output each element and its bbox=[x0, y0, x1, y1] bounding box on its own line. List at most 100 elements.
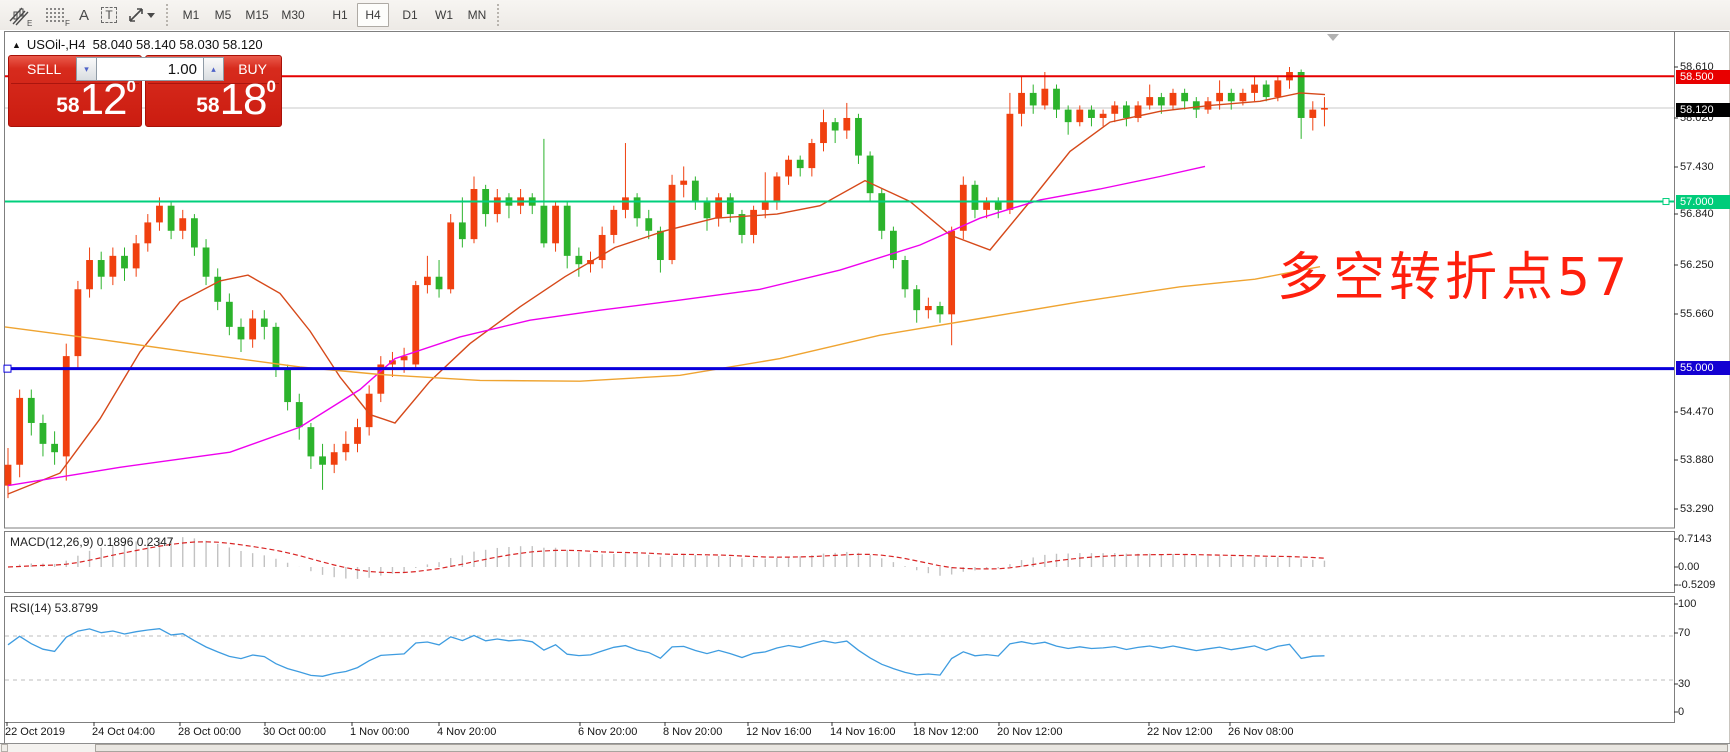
candle-down bbox=[260, 318, 268, 327]
candle-down bbox=[97, 260, 105, 277]
candle-up bbox=[424, 276, 431, 286]
candle-up bbox=[179, 218, 187, 231]
text-label-icon[interactable]: A bbox=[72, 3, 96, 27]
candle-up bbox=[400, 356, 408, 361]
buy-label: BUY bbox=[238, 61, 267, 77]
ma-fast-red bbox=[7, 92, 1326, 495]
candle-down bbox=[167, 205, 175, 231]
candle-up bbox=[1111, 105, 1119, 114]
candle-down bbox=[1227, 92, 1235, 102]
candle-up bbox=[1216, 92, 1223, 102]
timeframe-button-m5[interactable]: M5 bbox=[214, 8, 232, 22]
candle-up bbox=[761, 201, 769, 210]
candle-up bbox=[354, 427, 361, 444]
candle-down bbox=[1192, 101, 1200, 110]
candle-up bbox=[1006, 113, 1014, 210]
candle-down bbox=[1297, 72, 1305, 118]
price-axis-label: 57.430 bbox=[1680, 161, 1714, 173]
toolbar: E F A T M1 M5 M15 M30 H1 H4 D1 W1 MN bbox=[0, 0, 1730, 30]
time-axis-label: 1 Nov 00:00 bbox=[350, 726, 410, 738]
volume-increase-button[interactable]: ▴ bbox=[203, 57, 224, 81]
candle-up bbox=[365, 393, 373, 428]
candle-down bbox=[1029, 92, 1037, 106]
candle-down bbox=[319, 456, 326, 465]
text-box-glyph: T bbox=[101, 7, 117, 23]
candle-up bbox=[144, 222, 152, 244]
timeframe-button-m30[interactable]: M30 bbox=[281, 8, 305, 22]
chart-shift-marker-icon[interactable] bbox=[1327, 34, 1339, 41]
candle-down bbox=[831, 122, 839, 131]
candle-down bbox=[913, 289, 921, 311]
candle-down bbox=[1181, 92, 1189, 102]
candle-down bbox=[458, 222, 466, 240]
candle-down bbox=[1064, 109, 1072, 123]
candle-down bbox=[855, 117, 862, 156]
candle-up bbox=[680, 180, 688, 185]
scrollbar-left-grip[interactable] bbox=[1, 744, 8, 752]
candle-down bbox=[703, 201, 711, 219]
rsi-panel[interactable] bbox=[4, 596, 1675, 723]
time-axis-label: 8 Nov 20:00 bbox=[663, 726, 723, 738]
timeframe-button-h1[interactable]: H1 bbox=[332, 8, 348, 22]
ohlc-summary: 58.040 58.140 58.030 58.120 bbox=[92, 37, 263, 52]
candle-up bbox=[1146, 97, 1154, 106]
candle-up bbox=[924, 305, 932, 311]
candle-up bbox=[715, 197, 723, 219]
candle-up bbox=[610, 209, 618, 235]
price-badge-58.500: 58.500 bbox=[1676, 70, 1730, 84]
candle-down bbox=[575, 255, 583, 265]
macd-panel[interactable] bbox=[4, 531, 1675, 593]
candle-down bbox=[878, 193, 886, 231]
timeframe-button-w1[interactable]: W1 bbox=[435, 8, 453, 22]
candle-up bbox=[16, 397, 24, 465]
time-axis-label: 24 Oct 04:00 bbox=[92, 726, 155, 738]
candle-up bbox=[156, 205, 163, 223]
fibonacci-icon[interactable]: F bbox=[44, 3, 74, 27]
price-badge-55.000: 55.000 bbox=[1676, 361, 1730, 375]
macd-axis-label: 0.7143 bbox=[1678, 533, 1712, 545]
toolbar-separator-2 bbox=[497, 4, 499, 26]
timeframe-button-d1[interactable]: D1 bbox=[402, 8, 418, 22]
timeframe-button-m15[interactable]: M15 bbox=[245, 8, 269, 22]
time-axis-label: 22 Nov 12:00 bbox=[1147, 726, 1213, 738]
candle-down bbox=[1053, 88, 1060, 110]
volume-decrease-button[interactable]: ▾ bbox=[76, 57, 97, 81]
timeframe-button-m1[interactable]: M1 bbox=[182, 8, 200, 22]
sell-divider bbox=[11, 83, 139, 84]
candle-down bbox=[691, 180, 699, 202]
candle-up bbox=[109, 255, 117, 277]
macd-label: MACD(12,26,9) 0.1896 0.2347 bbox=[10, 535, 174, 549]
timeframe-button-h4[interactable]: H4 bbox=[357, 3, 389, 27]
sell-price-big: 12 bbox=[79, 75, 128, 124]
oneclick-toggle-icon[interactable]: ▲ bbox=[12, 40, 21, 50]
ma-mid-magenta bbox=[7, 165, 1206, 487]
candle-up bbox=[983, 201, 990, 210]
candle-down bbox=[1123, 105, 1130, 118]
candle-up bbox=[1274, 80, 1282, 98]
volume-input[interactable] bbox=[97, 57, 203, 81]
one-click-trading-panel: SELL 58120 BUY 58180 ▾ ▴ bbox=[8, 55, 282, 127]
candle-down bbox=[645, 218, 653, 231]
candle-up bbox=[1076, 109, 1084, 123]
text-box-icon[interactable]: T bbox=[96, 3, 122, 27]
scrollbar-thumb[interactable] bbox=[95, 744, 1728, 752]
candle-down bbox=[295, 402, 303, 428]
rsi-axis-label: 100 bbox=[1678, 598, 1697, 610]
timeframe-button-mn[interactable]: MN bbox=[467, 8, 487, 22]
level-anchor-55[interactable] bbox=[3, 364, 12, 373]
rsi-axis-label: 0 bbox=[1678, 706, 1685, 718]
candle-down bbox=[563, 205, 571, 256]
equidistant-channel-icon[interactable]: E bbox=[8, 3, 38, 27]
candle-down bbox=[51, 443, 58, 453]
sell-price: 58120 bbox=[56, 75, 136, 125]
price-axis-label: 53.880 bbox=[1680, 454, 1714, 466]
level-anchor-57[interactable] bbox=[1662, 198, 1670, 206]
candle-up bbox=[785, 159, 792, 177]
arrow-tools-icon[interactable] bbox=[124, 3, 158, 27]
candle-down bbox=[272, 326, 280, 369]
macd-signal-line bbox=[7, 541, 1325, 574]
ma-slow-orange bbox=[4, 266, 1321, 382]
main-chart-panel[interactable] bbox=[4, 31, 1675, 529]
buy-price-big: 18 bbox=[219, 75, 268, 124]
